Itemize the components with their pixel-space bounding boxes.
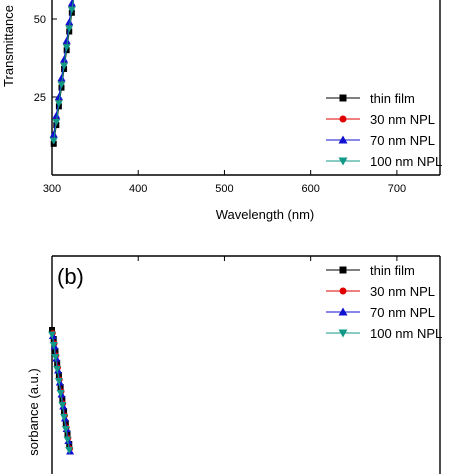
panel-b-legend-label: thin film [370, 263, 415, 278]
panel-b-data-point [49, 342, 58, 349]
panel-b-series [48, 331, 74, 454]
panel-b-legend-item: 100 nm NPL [326, 326, 442, 341]
panel-a-data-point [57, 81, 66, 89]
panel-a-y-tick-label: 50 [34, 14, 46, 26]
panel-b-legend-item: 30 nm NPL [326, 284, 435, 299]
panel-b-data-point [51, 354, 60, 361]
panel-b-data-point [54, 378, 63, 385]
panel-a-x-tick-label: 300 [43, 183, 61, 195]
panel-b-legend-marker [339, 287, 347, 295]
panel-a-data-point [54, 100, 63, 108]
panel-a-legend-label: 70 nm NPL [370, 133, 435, 148]
panel-a-legend-item: 100 nm NPL [326, 154, 442, 169]
panel-a-data-point [67, 0, 76, 7]
panel-b-legend-item: thin film [326, 263, 415, 278]
panel-a-data-point [67, 6, 76, 14]
panel-a-x-axis-label: Wavelength (nm) [216, 207, 315, 222]
panel-a-y-axis-label: Transmittance [1, 5, 16, 87]
panel-a-data-point [49, 130, 58, 138]
panel-a-legend-item: 30 nm NPL [326, 112, 435, 127]
panel-b-data-point [63, 436, 72, 444]
panel-b-data-point [53, 366, 62, 373]
panel-a-legend-label: thin film [370, 91, 415, 106]
panel-b: (b) thin film 30 nm NPL 70 nm NPL 100 nm NP… [26, 255, 442, 474]
panel-b-data-point [49, 327, 55, 333]
panel-b-legend-label: 30 nm NPL [370, 284, 435, 299]
panel-a-data-point [62, 44, 71, 52]
panel-b-data-point [60, 414, 69, 421]
panel-a-legend-item: thin film [326, 91, 415, 106]
panel-a-data-point [52, 118, 61, 126]
panel-a-data-point [52, 111, 61, 119]
panel-b-y-axis-label: sorbance (a.u.) [26, 368, 41, 455]
panel-a: 300 400 500 600 700 25 50 thin film 30 nm NPL 70… [1, 0, 442, 222]
panel-a-series [49, 0, 76, 145]
panel-b-data-point [61, 426, 70, 433]
panel-a-data-point [49, 137, 58, 145]
panel-b-data-point [58, 402, 67, 409]
panel-a-data-point [65, 18, 74, 26]
panel-b-data-point [48, 331, 56, 339]
panel-a-axes [51, 0, 441, 176]
panel-a-data-point [60, 62, 69, 70]
panel-a-legend-label: 100 nm NPL [370, 154, 442, 169]
panel-b-data-point [65, 447, 74, 454]
panel-b-legend-marker [338, 329, 348, 338]
panel-a-legend-marker [338, 135, 348, 144]
panel-a-data-point [62, 36, 71, 44]
panel-a-y-tick-label: 25 [34, 92, 46, 104]
panel-a-legend-marker [339, 94, 347, 102]
panel-a-legend-marker [339, 115, 347, 123]
panel-a-data-point [65, 25, 74, 33]
panel-a-legend-label: 30 nm NPL [370, 112, 435, 127]
panel-b-legend-item: 70 nm NPL [326, 305, 435, 320]
panel-b-legend-label: 70 nm NPL [370, 305, 435, 320]
panel-b-legend-label: 100 nm NPL [370, 326, 442, 341]
panel-b-letter: (b) [57, 264, 84, 289]
panel-b-data-point [56, 390, 65, 397]
panel-a-data-point [54, 93, 63, 100]
panel-a-x-tick-label: 600 [301, 183, 319, 195]
panel-a-data-point [60, 55, 69, 63]
panel-b-legend-marker [338, 307, 348, 316]
panel-a-x-tick-label: 700 [388, 183, 406, 195]
panel-a-data-point [57, 74, 66, 82]
panel-a-x-tick-label: 500 [215, 183, 233, 195]
panel-a-legend-item: 70 nm NPL [326, 133, 435, 148]
panel-b-axes [51, 255, 441, 474]
panel-a-x-tick-label: 400 [129, 183, 147, 195]
panel-b-legend-marker [339, 266, 347, 274]
panel-a-legend-marker [338, 157, 348, 166]
